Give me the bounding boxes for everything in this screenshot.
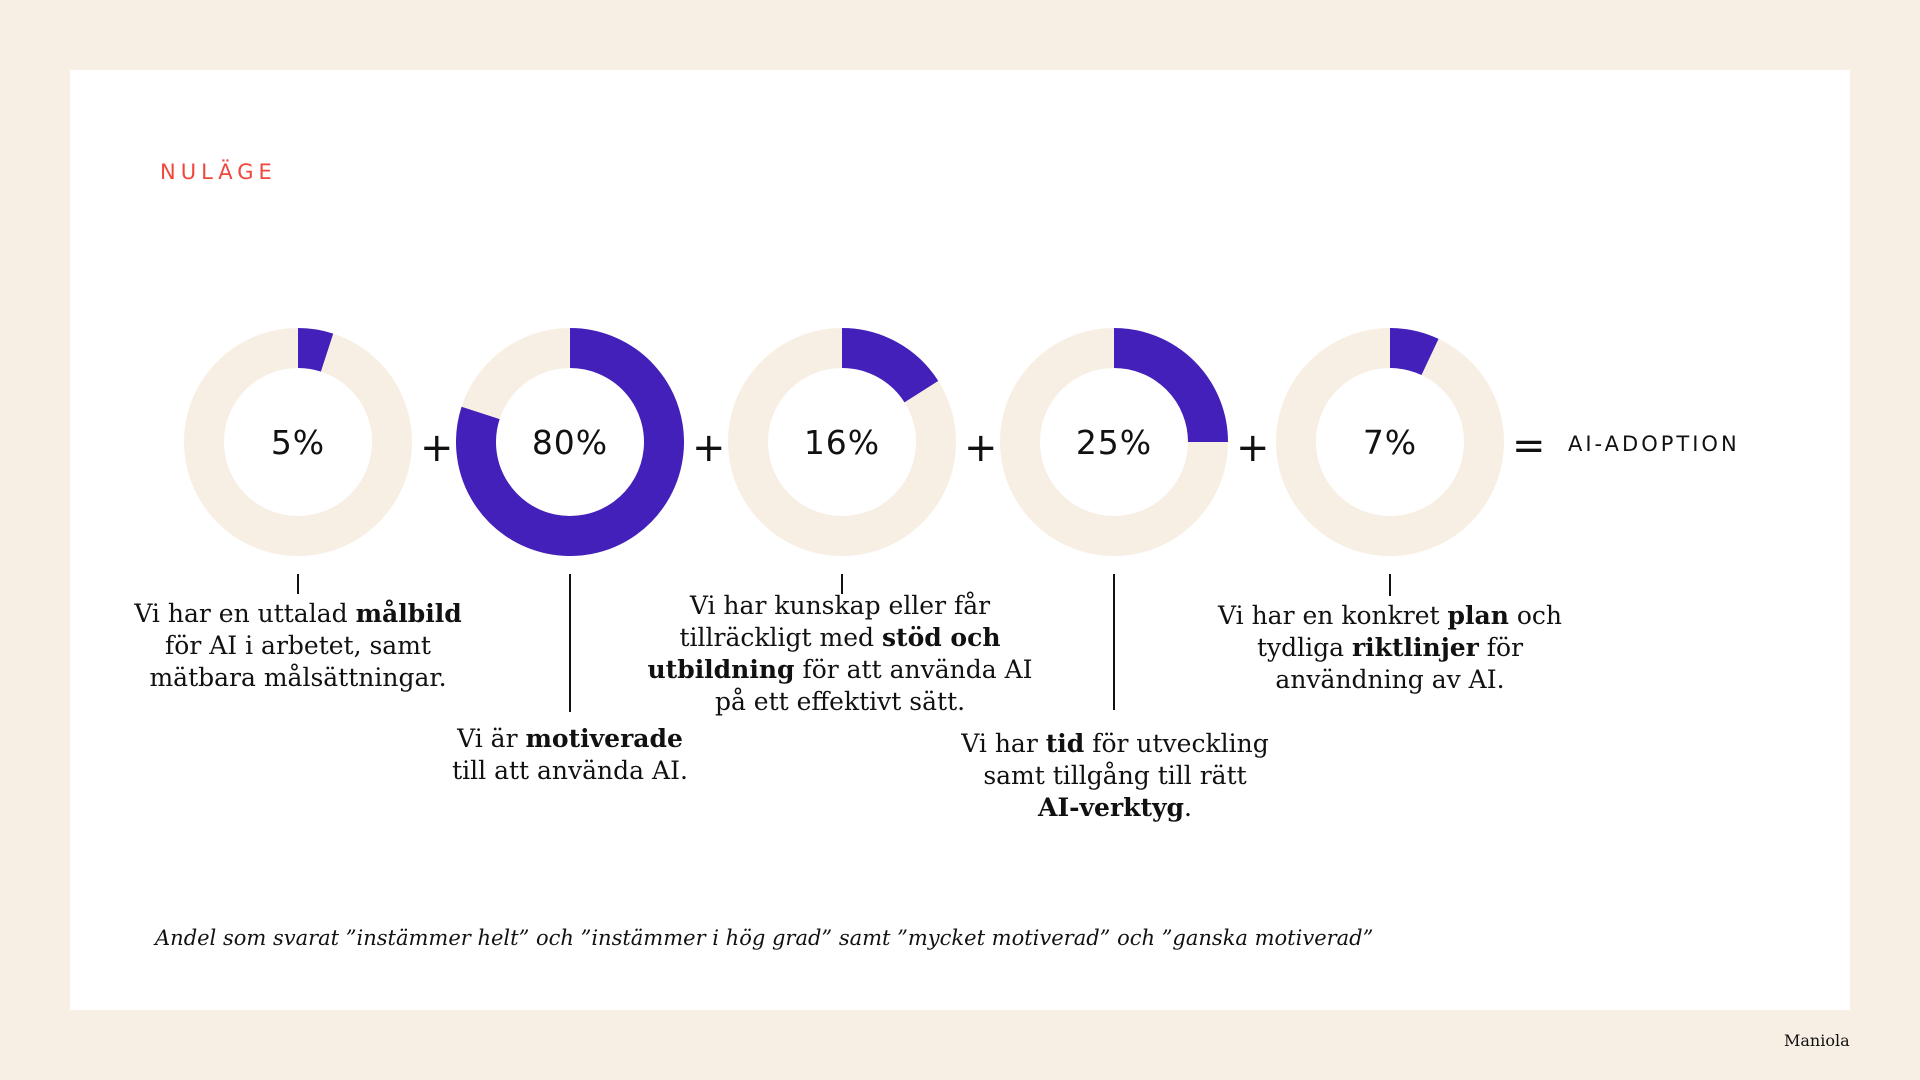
donut-chart-4: 25% xyxy=(1000,328,1228,556)
plus-sign-2: + xyxy=(692,425,726,471)
donut-value-label-3: 16% xyxy=(803,422,881,462)
connector-line-1 xyxy=(297,574,299,594)
footnote: Andel som svarat ”instämmer helt” och ”i… xyxy=(155,926,1374,950)
donut-chart-1: 5% xyxy=(184,328,412,556)
connector-line-3 xyxy=(841,574,843,594)
donut-value-label-1: 5% xyxy=(270,422,326,462)
plus-sign-4: + xyxy=(1236,425,1270,471)
donut-chart-5: 7% xyxy=(1276,328,1504,556)
description-tid-verktyg: Vi har tid för utveckling samt tillgång t… xyxy=(961,729,1269,822)
donut-chart-3: 16% xyxy=(728,328,956,556)
slide-card xyxy=(70,70,1850,1010)
description-stod-utbildning: Vi har kunskap eller får tillräckligt med… xyxy=(647,591,1033,716)
donut-arc-5 xyxy=(1389,328,1439,376)
donut-arc-3 xyxy=(841,328,939,403)
brand-logo-text: Maniola xyxy=(1784,1031,1850,1050)
donut-arc-1 xyxy=(297,328,334,372)
connector-line-4 xyxy=(1113,574,1115,710)
connector-line-2 xyxy=(569,574,571,712)
donut-value-label-4: 25% xyxy=(1075,422,1153,462)
donut-arc-4 xyxy=(1113,328,1228,443)
description-malbild: Vi har en uttalad målbild för AI i arbete… xyxy=(134,599,462,692)
section-title: NULÄGE xyxy=(160,160,277,184)
donut-arc-2 xyxy=(456,328,684,556)
donut-value-label-2: 80% xyxy=(531,422,609,462)
plus-sign-3: + xyxy=(964,425,998,471)
donut-value-label-5: 7% xyxy=(1362,422,1418,462)
plus-sign-1: + xyxy=(420,425,454,471)
result-label: AI-ADOPTION xyxy=(1568,432,1740,456)
connector-line-5 xyxy=(1389,574,1391,596)
description-plan-riktlinjer: Vi har en konkret plan och tydliga riktli… xyxy=(1218,601,1562,694)
description-motiverade: Vi är motiverade till att använda AI. xyxy=(452,724,688,785)
donut-chart-2: 80% xyxy=(456,328,684,556)
equals-sign: = xyxy=(1512,423,1546,469)
